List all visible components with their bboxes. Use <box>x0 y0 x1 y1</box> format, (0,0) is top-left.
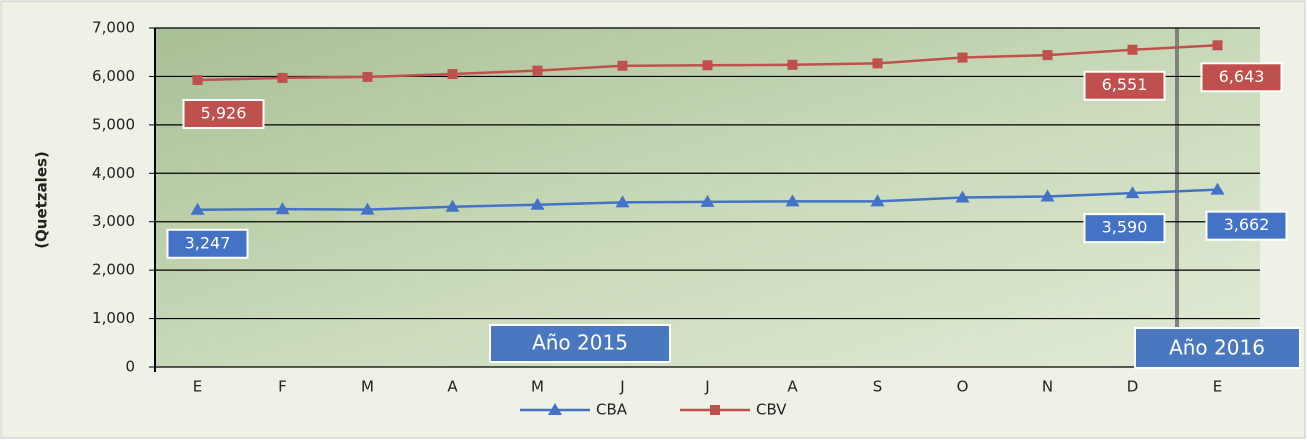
x-tick-label: A <box>447 378 458 396</box>
y-tick-label: 6,000 <box>92 67 135 85</box>
marker <box>447 69 458 80</box>
x-tick-label: F <box>278 378 287 396</box>
marker <box>1210 182 1225 195</box>
marker <box>1212 40 1223 51</box>
x-tick-label: M <box>361 378 374 396</box>
legend-label: CBA <box>596 401 628 419</box>
marker <box>1127 44 1138 55</box>
annotation: Año 2016 <box>1169 336 1265 360</box>
x-tick-label: S <box>873 378 883 396</box>
marker <box>1042 50 1053 61</box>
marker <box>872 58 883 69</box>
y-tick-label: 1,000 <box>92 309 135 327</box>
data-label-box <box>166 228 249 259</box>
data-label-box <box>182 99 265 130</box>
annotation-box <box>489 324 671 363</box>
marker <box>870 194 885 207</box>
x-tick-label: E <box>193 378 202 396</box>
data-label-box <box>1083 213 1166 244</box>
x-tick-label: O <box>957 378 969 396</box>
marker <box>530 197 545 210</box>
data-label-box <box>1205 210 1288 241</box>
annotation: Año 2015 <box>532 331 628 355</box>
legend-marker <box>710 405 720 415</box>
data-label: 3,590 <box>1102 218 1148 237</box>
marker <box>785 194 800 207</box>
y-tick-label: 3,000 <box>92 212 135 230</box>
marker <box>700 194 715 207</box>
y-tick-label: 0 <box>125 358 135 376</box>
marker <box>1040 189 1055 202</box>
data-label: 6,551 <box>1102 75 1148 94</box>
y-tick-label: 5,000 <box>92 115 135 133</box>
marker <box>617 60 628 71</box>
data-label: 6,643 <box>1219 67 1265 86</box>
y-tick-label: 2,000 <box>92 261 135 279</box>
data-label-box <box>1083 70 1166 101</box>
marker <box>275 202 290 215</box>
marker <box>955 190 970 203</box>
marker <box>957 52 968 63</box>
marker <box>362 71 373 82</box>
x-tick-label: J <box>704 378 709 396</box>
data-label: 3,247 <box>185 233 231 252</box>
marker <box>192 75 203 86</box>
marker <box>702 60 713 71</box>
marker <box>277 72 288 83</box>
x-tick-label: D <box>1127 378 1139 396</box>
marker <box>787 59 798 70</box>
x-tick-label: E <box>1213 378 1222 396</box>
data-label-box <box>1200 62 1283 93</box>
legend-label: CBV <box>756 401 787 419</box>
x-tick-label: A <box>787 378 798 396</box>
marker <box>532 65 543 76</box>
data-label: 3,662 <box>1224 215 1270 234</box>
y-tick-label: 4,000 <box>92 164 135 182</box>
marker <box>190 202 205 215</box>
x-tick-label: J <box>619 378 624 396</box>
data-label: 5,926 <box>201 104 247 123</box>
marker <box>1125 186 1140 199</box>
y-tick-label: 7,000 <box>92 19 135 37</box>
marker <box>360 202 375 215</box>
marker <box>445 199 460 212</box>
legend-marker <box>548 403 562 415</box>
x-tick-label: N <box>1042 378 1053 396</box>
marker <box>615 195 630 208</box>
y-axis-label: (Quetzales) <box>33 151 51 249</box>
x-tick-label: M <box>531 378 544 396</box>
annotation-box <box>1134 327 1301 369</box>
